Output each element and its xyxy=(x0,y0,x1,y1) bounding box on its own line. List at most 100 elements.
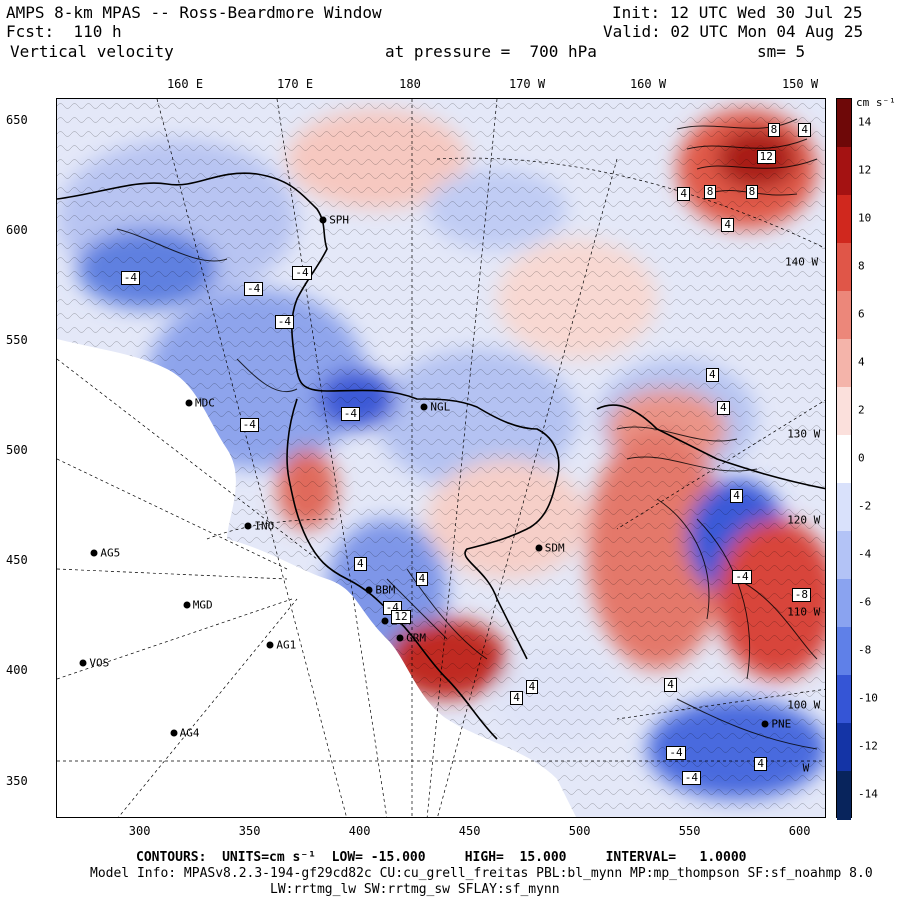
station-label: MDC xyxy=(195,396,215,410)
model-title: AMPS 8-km MPAS -- Ross-Beardmore Window xyxy=(6,3,382,22)
x-tick-label: 450 xyxy=(458,824,481,838)
y-tick-label: 400 xyxy=(6,663,28,678)
colorbar-label: 4 xyxy=(858,355,865,369)
longitude-overlay-label: 110 W xyxy=(787,605,821,619)
station-label: SPH xyxy=(329,213,350,227)
contour-label: 4 xyxy=(754,757,768,772)
contour-label: 4 xyxy=(717,400,730,415)
colorbar-segment xyxy=(837,99,851,148)
longitude-tick: 150 W xyxy=(781,77,819,91)
station-label: VOS xyxy=(89,656,110,670)
longitude-tick: 170 E xyxy=(276,77,314,91)
x-tick-label: 500 xyxy=(568,824,591,838)
colorbar-label: 14 xyxy=(858,115,872,129)
longitude-overlay-label: 100 W xyxy=(787,698,821,711)
contour-label: 12 xyxy=(391,609,411,624)
colorbar-label: -6 xyxy=(858,595,872,609)
field-name: Vertical velocity xyxy=(10,42,174,61)
y-tick-label: 600 xyxy=(6,223,28,238)
x-tick-label: 600 xyxy=(788,824,811,838)
contour-label: -4 xyxy=(239,418,259,433)
map-panel[interactable]: MDCNGLSPHINOAG5MGDBBMLTMGRMAG1VOSAG4SDMP… xyxy=(56,98,826,818)
longitude-tick: 160 E xyxy=(166,77,204,91)
colorbar-segment xyxy=(837,243,851,292)
colorbar-segment xyxy=(837,627,851,676)
colorbar-segment xyxy=(837,579,851,628)
station-marker xyxy=(244,522,252,530)
station-marker xyxy=(183,601,191,609)
contour-label: 4 xyxy=(664,678,677,693)
contour-label: -4 xyxy=(340,407,361,422)
colorbar-label: -10 xyxy=(858,691,878,705)
physics-info: LW:rrtmg_lw SW:rrtmg_sw SFLAY:sf_mynn xyxy=(270,882,560,897)
vertical-velocity-field xyxy=(57,99,825,817)
station-label: SDM xyxy=(544,541,565,555)
contour-label: -4 xyxy=(244,281,264,296)
colorbar-segment xyxy=(837,147,851,196)
y-tick-label: 450 xyxy=(6,553,28,568)
contour-label: 4 xyxy=(677,187,691,202)
colorbar-segment xyxy=(837,435,851,484)
station-marker xyxy=(185,399,193,407)
longitude-overlay-label: 140 W xyxy=(785,255,819,269)
longitude-overlay-label: W xyxy=(802,761,810,775)
init-time: Init: 12 UTC Wed 30 Jul 25 xyxy=(612,3,863,22)
station-label: PNE xyxy=(771,717,792,731)
colorbar-label: 8 xyxy=(858,259,865,273)
station-marker xyxy=(90,549,98,557)
station-marker xyxy=(420,403,428,411)
colorbar-label: -12 xyxy=(858,739,878,753)
x-tick-label: 300 xyxy=(128,824,151,838)
smoothing: sm= 5 xyxy=(757,42,806,61)
colorbar-segment xyxy=(837,531,851,580)
station-marker xyxy=(761,720,769,728)
y-tick-label: 500 xyxy=(6,443,28,458)
colorbar-label: 12 xyxy=(858,163,872,177)
station-marker xyxy=(79,659,87,667)
colorbar xyxy=(836,98,852,820)
colorbar-segment xyxy=(837,771,851,820)
forecast-hour: Fcst: 110 h xyxy=(6,22,122,41)
station-marker xyxy=(170,729,178,737)
contour-label: 12 xyxy=(756,149,776,164)
y-tick-label: 550 xyxy=(6,333,28,348)
colorbar-segment xyxy=(837,675,851,724)
colorbar-segment xyxy=(837,723,851,772)
contour-label: 4 xyxy=(354,556,367,571)
colorbar-segment xyxy=(837,483,851,532)
contour-label: 8 xyxy=(767,123,781,138)
y-tick-label: 350 xyxy=(6,773,28,788)
contour-label: -4 xyxy=(120,270,141,285)
contour-label: -8 xyxy=(791,587,812,602)
x-tick-label: 400 xyxy=(348,824,371,838)
contour-label: -4 xyxy=(681,770,702,785)
station-label: AG4 xyxy=(179,726,200,740)
station-marker xyxy=(365,586,373,594)
contour-label: 4 xyxy=(525,680,539,695)
station-marker xyxy=(396,634,404,642)
longitude-tick: 170 W xyxy=(508,77,546,91)
contour-label: 8 xyxy=(703,184,717,199)
colorbar-segment xyxy=(837,195,851,244)
station-marker xyxy=(319,216,327,224)
colorbar-label: 0 xyxy=(858,451,865,465)
contour-label: 4 xyxy=(415,572,429,587)
station-label: MGD xyxy=(192,598,213,612)
contour-info: CONTOURS: UNITS=cm s⁻¹ LOW= -15.000 HIGH… xyxy=(136,850,747,865)
contour-label: 8 xyxy=(745,184,759,199)
colorbar-label: -8 xyxy=(858,643,872,657)
station-label: AG1 xyxy=(276,638,297,652)
colorbar-segment xyxy=(837,387,851,436)
x-tick-label: 550 xyxy=(678,824,701,838)
contour-label: 4 xyxy=(721,217,735,232)
station-label: BBM xyxy=(375,583,396,597)
pressure-level: at pressure = 700 hPa xyxy=(385,42,597,61)
colorbar-segment xyxy=(837,339,851,388)
colorbar-label: -4 xyxy=(858,547,872,561)
contour-label: -4 xyxy=(666,746,686,761)
coastline xyxy=(57,172,825,740)
longitude-tick: 160 W xyxy=(629,77,667,91)
station-label: NGL xyxy=(430,400,451,414)
model-info: Model Info: MPASv8.2.3-194-gf29cd82c CU:… xyxy=(90,866,873,881)
